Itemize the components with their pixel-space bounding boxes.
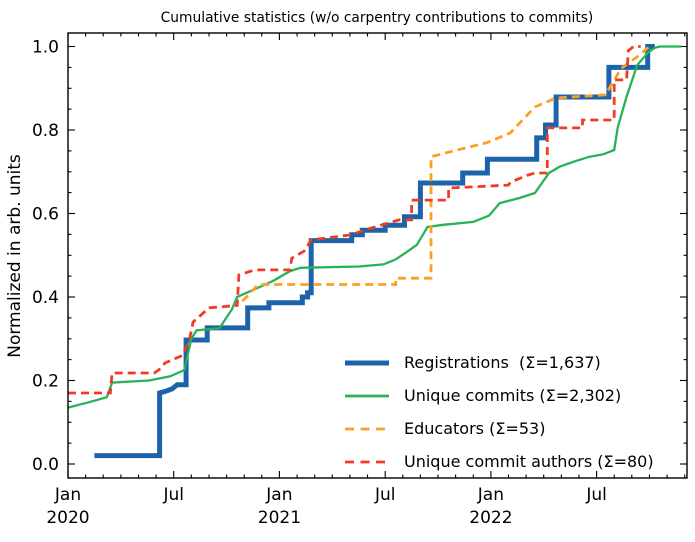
y-axis-label: Normalized in arb. units [5,154,25,358]
chart-title: Cumulative statistics (w/o carpentry con… [161,10,594,26]
x-tick-label: Jan [54,485,81,505]
legend-label-unique-commits: Unique commits (Σ=2,302) [404,386,622,405]
legend-label-unique-commit-authors: Unique commit authors (Σ=80) [404,452,654,471]
x-tick-year-label: 2022 [469,508,512,528]
series-line-registrations [94,44,655,459]
x-tick-year-label: 2021 [258,508,301,528]
legend-line-unique-commit-authors [345,460,389,463]
series-line-educators [241,45,651,303]
x-tick-year-label: 2020 [46,508,89,528]
legend-item-educators: Educators (Σ=53) [344,412,654,445]
legend-item-unique-commit-authors: Unique commit authors (Σ=80) [344,445,654,478]
y-tick-label: 0.2 [32,372,59,392]
x-tick-label: Jul [162,485,184,505]
x-tick-label: Jul [374,485,396,505]
legend: Registrations (Σ=1,637) Unique commits (… [344,346,654,478]
series-line-unique-commit-authors [68,45,641,395]
x-tick-label: Jan [477,485,504,505]
legend-line-registrations [345,360,389,365]
legend-line-educators [345,427,389,430]
y-tick-label: 0.6 [32,205,59,225]
y-tick-label: 0.8 [32,121,59,141]
chart-layer: Jan 2020 Jul Jan 2021 Jul Jan 2022 Jul 0.0 0.2 0.4 0… [32,32,688,528]
x-tick-label: Jul [585,485,607,505]
series-line-unique-commits [67,45,682,409]
legend-item-unique-commits: Unique commits (Σ=2,302) [344,379,654,412]
legend-item-registrations: Registrations (Σ=1,637) [344,346,654,379]
legend-label-educators: Educators (Σ=53) [404,419,546,438]
x-tick-label: Jan [265,485,292,505]
y-tick-label: 0.4 [32,288,59,308]
y-tick-label: 0.0 [32,455,59,475]
y-tick-label: 1.0 [32,38,59,58]
legend-line-unique-commits [345,394,389,397]
legend-label-registrations: Registrations (Σ=1,637) [404,353,601,372]
axes-frame [67,32,688,479]
